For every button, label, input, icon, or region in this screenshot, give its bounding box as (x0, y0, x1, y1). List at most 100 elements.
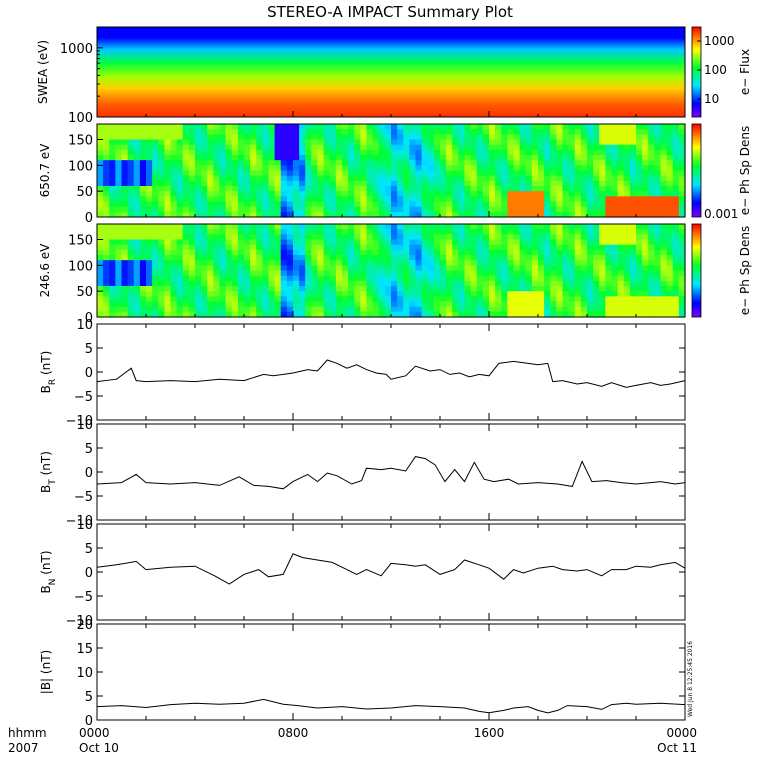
spectrogram-cell (115, 201, 123, 208)
spectrogram-cell (305, 160, 312, 166)
spectrogram-cell (176, 201, 184, 208)
spectrogram-cell (666, 280, 674, 287)
spectrogram-cell (507, 265, 515, 272)
spectrogram-cell (170, 260, 178, 266)
spectrogram-cell (201, 244, 208, 251)
spectrogram-cell (525, 175, 533, 182)
spectrogram-cell (397, 301, 404, 308)
spectrogram-cell (176, 306, 184, 313)
spectrogram-cell (176, 186, 184, 192)
spectrogram-cell (152, 165, 159, 172)
spectrogram-cell (476, 211, 484, 218)
spectrogram-cell (286, 155, 294, 161)
spectrogram-cell (642, 249, 649, 256)
spectrogram-cell (231, 211, 239, 218)
spectrogram-cell (415, 239, 423, 246)
spectrogram-cell (201, 211, 208, 218)
spectrogram-cell (446, 206, 453, 213)
spectrogram-cell (348, 149, 355, 156)
spectrogram-cell (244, 170, 251, 177)
spectrogram-cell (562, 149, 570, 156)
spectrogram-cell (256, 306, 263, 313)
spectrogram-cell (433, 149, 441, 156)
spectrogram-cell (109, 144, 116, 151)
spectrogram-cell (317, 311, 325, 318)
spectrogram-cell (207, 260, 214, 266)
spectrogram-cell (464, 260, 472, 266)
spectrogram-cell (384, 280, 392, 287)
spectrogram-cell (158, 301, 165, 308)
spectrogram-cell (519, 186, 527, 192)
spectrogram-cell (433, 191, 441, 197)
spectrogram-cell (660, 306, 668, 313)
spectrogram-cell (256, 270, 263, 277)
spectrogram-cell (121, 191, 129, 197)
spectrogram-cell (525, 144, 533, 151)
spectrogram-cell (648, 224, 655, 230)
spectrogram-cell (250, 149, 257, 156)
spectrogram-cell (458, 291, 466, 297)
spectrogram-cell (250, 191, 257, 197)
spectrogram-cell (587, 244, 594, 251)
spectrogram-cell (476, 196, 484, 203)
spectrogram-cell (580, 244, 588, 251)
spectrogram-cell (403, 139, 410, 146)
spectrogram-cell (299, 255, 306, 261)
spectrogram-cell (293, 134, 300, 141)
spectrogram-cell (286, 149, 294, 156)
spectrogram-cell (623, 311, 631, 318)
spectrogram-cell (133, 165, 141, 172)
spectrogram-cell (384, 134, 392, 141)
spectrogram-cell (464, 206, 472, 213)
spectrogram-cell (231, 149, 239, 156)
spectrogram-cell (311, 134, 319, 141)
spectrogram-cell (286, 301, 294, 308)
spectrogram-cell (672, 306, 680, 313)
spectrogram-cell (127, 196, 135, 203)
spectrogram-cell (611, 201, 619, 208)
spectrogram-cell (342, 301, 349, 308)
spectrogram-cell (672, 234, 680, 241)
spectrogram-cell (182, 124, 190, 130)
spectrogram-cell (201, 229, 208, 235)
spectrogram-cell (182, 139, 190, 146)
spectrogram-cell (103, 160, 110, 166)
spectrogram-cell (342, 306, 349, 313)
spectrogram-cell (446, 211, 453, 218)
spectrogram-cell (397, 286, 404, 292)
spectrogram-cell (188, 124, 196, 130)
spectrogram-cell (482, 239, 490, 246)
spectrogram-cell (384, 124, 392, 130)
spectrogram-cell (446, 239, 453, 246)
spectrogram-cell (225, 124, 233, 130)
spectrogram-cell (317, 155, 325, 161)
spectrogram-cell (446, 124, 453, 130)
spectrogram-cell (213, 306, 221, 313)
spectrogram-cell (476, 175, 484, 182)
spectrogram-cell (587, 239, 594, 246)
spectrogram-cell (507, 244, 515, 251)
spectrogram-cell (237, 229, 245, 235)
spectrogram-cell (378, 165, 386, 172)
spectrogram-cell (256, 280, 263, 287)
spectrogram-cell (470, 160, 478, 166)
spectrogram-cell (440, 149, 447, 156)
spectrogram-cell (513, 280, 521, 287)
spectrogram-cell (158, 180, 165, 187)
spectrogram-cell (378, 160, 386, 166)
spectrogram-cell (286, 270, 294, 277)
spectrogram-cell (458, 255, 466, 261)
spectrogram-cell (629, 229, 637, 235)
spectrogram-cell (574, 249, 582, 256)
spectrogram-cell (489, 186, 496, 192)
spectrogram-cell (366, 170, 374, 177)
spectrogram-cell (525, 186, 533, 192)
spectrogram-cell (195, 144, 202, 151)
spectrogram-cell (335, 129, 343, 135)
spectrogram-cell (244, 270, 251, 277)
spectrogram-cell (446, 249, 453, 256)
spectrogram-cell (568, 249, 576, 256)
spectrogram-cell (335, 306, 343, 313)
spectrogram-cell (421, 129, 429, 135)
spectrogram-cell (513, 175, 521, 182)
